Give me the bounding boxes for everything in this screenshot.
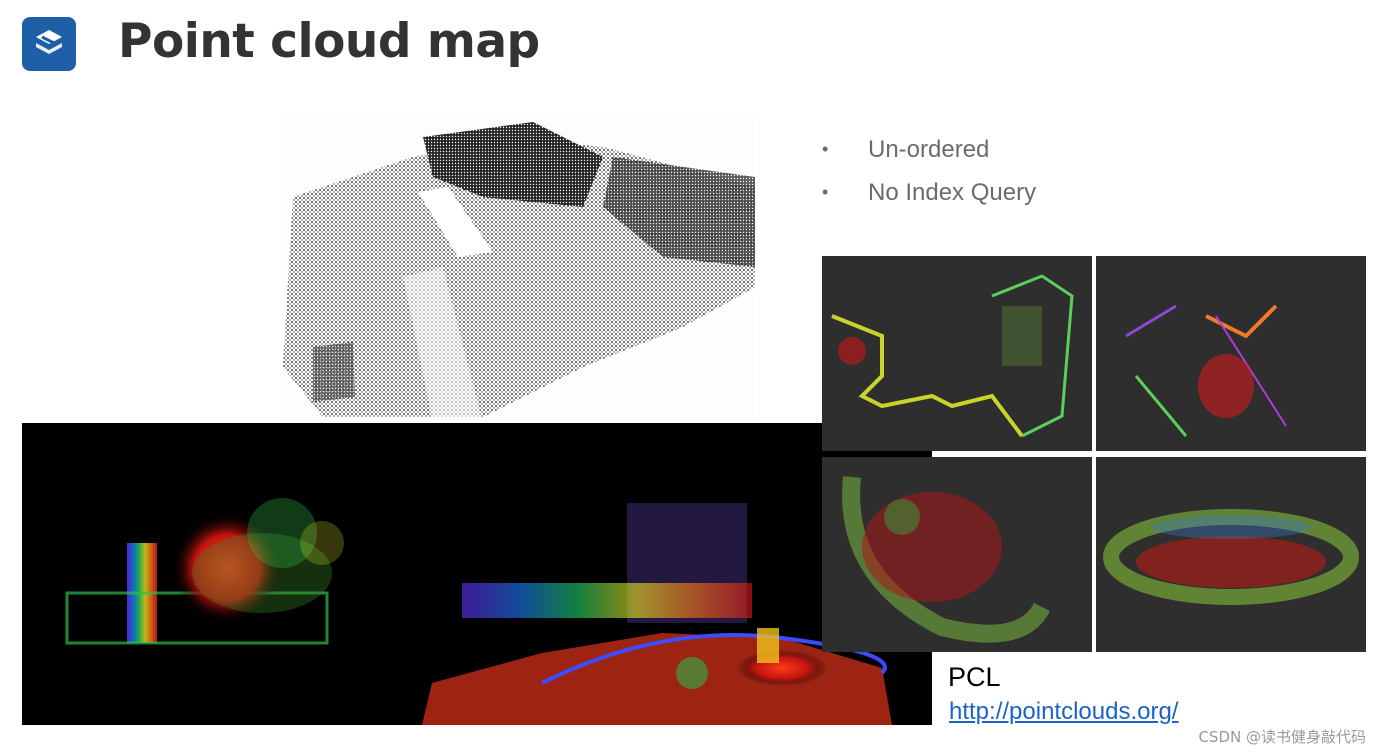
bw-point-cloud-image [283, 117, 755, 423]
bullet-item: • No Index Query [822, 179, 1036, 222]
dark-point-cloud-tile-4 [1096, 457, 1366, 652]
csdn-watermark: CSDN @读书健身敲代码 [1198, 728, 1366, 746]
bullet-dot-icon: • [822, 182, 829, 202]
pcl-website-link[interactable]: http://pointclouds.org/ [949, 698, 1179, 725]
dark-point-cloud-tile-3 [822, 457, 1092, 652]
bullet-item: • Un-ordered [822, 136, 1036, 179]
bullet-dot-icon: • [822, 139, 829, 159]
page-title: Point cloud map [118, 14, 540, 69]
logo-icon [22, 17, 76, 71]
dark-point-cloud-tile-2 [1096, 256, 1366, 451]
colored-campus-point-cloud-image [22, 423, 932, 725]
bullet-text: Un-ordered [868, 136, 990, 163]
pcl-label: PCL [948, 662, 1001, 692]
feature-bullet-list: • Un-ordered • No Index Query [822, 136, 1036, 222]
stacked-s-logo-icon [36, 30, 62, 54]
bullet-text: No Index Query [868, 179, 1037, 206]
dark-point-cloud-tile-1 [822, 256, 1092, 451]
